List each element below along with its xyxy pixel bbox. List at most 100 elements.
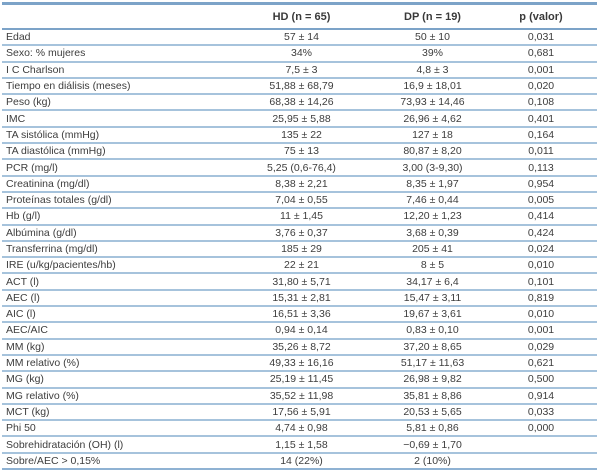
row-label: AIC (l): [6, 308, 36, 321]
row-label: ACT (l): [6, 275, 40, 288]
table-body: Edad 57 ± 14 50 ± 10 0,031 Sexo: % mujer…: [2, 30, 597, 468]
row-value-hd: 1,15 ± 1,58: [275, 438, 328, 451]
row-value-dp: 4,8 ± 3: [416, 63, 449, 76]
row-value-p: 0,020: [527, 80, 555, 93]
row-value-p: 0,819: [527, 291, 555, 304]
table-row: MG relativo (%) 35,52 ± 11,98 35,81 ± 8,…: [2, 389, 597, 405]
row-value-hd: 17,56 ± 5,91: [272, 405, 331, 418]
row-value-hd: 0,94 ± 0,14: [275, 324, 328, 337]
row-value-hd: 11 ± 1,45: [280, 210, 323, 223]
table-row: ACT (l) 31,80 ± 5,71 34,17 ± 6,4 0,101: [2, 274, 597, 291]
row-label: Creatinina (mg/dl): [6, 177, 90, 190]
row-label: Sexo: % mujeres: [6, 47, 86, 60]
row-value-p: 0,108: [527, 96, 555, 109]
row-value-dp: 15,47 ± 3,11: [403, 291, 462, 304]
row-value-dp: 26,96 ± 4,62: [403, 112, 462, 125]
table-row: Phi 50 4,74 ± 0,98 5,81 ± 0,86 0,000: [2, 421, 597, 438]
row-label: AEC (l): [6, 291, 40, 304]
row-value-p: 0,164: [527, 128, 555, 141]
table-row: Albúmina (g/dl) 3,76 ± 0,37 3,68 ± 0,39 …: [2, 226, 597, 242]
row-value-hd: 4,74 ± 0,98: [275, 422, 328, 435]
row-value-hd: 68,38 ± 14,26: [269, 96, 334, 109]
row-label: Tiempo en diálisis (meses): [6, 80, 131, 93]
row-value-hd: 7,5 ± 3: [285, 63, 318, 76]
row-label: TA diastólica (mmHg): [6, 145, 106, 158]
table-row: AIC (l) 16,51 ± 3,36 19,67 ± 3,61 0,010: [2, 307, 597, 324]
row-value-p: 0,113: [528, 161, 554, 174]
row-value-hd: 15,31 ± 2,81: [272, 291, 331, 304]
row-value-dp: 39%: [421, 47, 443, 60]
row-label: TA sistólica (mmHg): [6, 128, 100, 141]
table-row: Edad 57 ± 14 50 ± 10 0,031: [2, 30, 597, 47]
row-value-hd: 34%: [290, 47, 312, 60]
row-value-dp: 3,68 ± 0,39: [406, 226, 459, 239]
row-value-p: 0,424: [527, 226, 555, 239]
column-header-p-value: p (valor): [519, 10, 563, 23]
row-value-p: 0,005: [527, 194, 555, 207]
row-value-p: 0,000: [527, 422, 555, 435]
row-label: IRE (u/kg/pacientes/hb): [6, 259, 116, 272]
table-row: MM relativo (%) 49,33 ± 16,16 51,17 ± 11…: [2, 356, 597, 373]
table-row: AEC (l) 15,31 ± 2,81 15,47 ± 3,11 0,819: [2, 291, 597, 308]
row-value-dp: 51,17 ± 11,63: [400, 357, 465, 370]
table-row: TA sistólica (mmHg) 135 ± 22 127 ± 18 0,…: [2, 128, 597, 145]
table-row: Peso (kg) 68,38 ± 14,26 73,93 ± 14,46 0,…: [2, 95, 597, 112]
row-value-hd: 7,04 ± 0,55: [275, 194, 328, 207]
row-label: Edad: [6, 31, 31, 44]
row-value-hd: 31,80 ± 5,71: [272, 275, 331, 288]
table-row: Hb (g/l) 11 ± 1,45 12,20 ± 1,23 0,414: [2, 209, 597, 226]
row-value-p: 0,621: [527, 357, 555, 370]
row-value-dp: 12,20 ± 1,23: [403, 210, 462, 223]
row-value-dp: 3,00 (3-9,30): [402, 161, 463, 174]
row-value-hd: 135 ± 22: [281, 128, 322, 141]
row-value-hd: 75 ± 13: [284, 145, 319, 158]
row-value-hd: 14 (22%): [280, 454, 323, 467]
table-row: Sobrehidratación (OH) (l) 1,15 ± 1,58 −0…: [2, 437, 597, 454]
row-label: Transferrina (mg/dl): [6, 243, 98, 255]
row-value-p: 0,011: [528, 145, 554, 158]
row-value-hd: 49,33 ± 16,16: [269, 357, 334, 370]
table-row: Sexo: % mujeres 34% 39% 0,681: [2, 46, 597, 63]
row-label: MG relativo (%): [6, 389, 79, 402]
row-value-dp: 35,81 ± 8,86: [403, 389, 462, 402]
row-label: Peso (kg): [6, 96, 51, 109]
row-value-dp: 8,35 ± 1,97: [406, 177, 459, 190]
row-value-p: 0,001: [527, 324, 555, 337]
row-value-hd: 8,38 ± 2,21: [275, 177, 328, 190]
row-label: IMC: [6, 112, 26, 125]
row-label: Sobrehidratación (OH) (l): [6, 438, 124, 451]
row-label: Sobre/AEC > 0,15%: [6, 454, 101, 467]
row-value-dp: 8 ± 5: [420, 259, 445, 272]
row-value-dp: 127 ± 18: [412, 128, 453, 141]
row-value-hd: 25,95 ± 5,88: [272, 112, 331, 125]
row-value-dp: 5,81 ± 0,86: [406, 422, 459, 435]
row-value-hd: 51,88 ± 68,79: [269, 80, 334, 93]
row-value-dp: 16,9 ± 18,01: [403, 80, 462, 93]
table-row: Creatinina (mg/dl) 8,38 ± 2,21 8,35 ± 1,…: [2, 177, 597, 193]
row-label: Phi 50: [6, 422, 36, 435]
row-label: MM relativo (%): [6, 357, 80, 370]
row-value-p: 0,954: [527, 177, 555, 190]
row-label: MCT (kg): [6, 405, 50, 418]
row-label: MM (kg): [6, 340, 45, 353]
row-value-dp: 50 ± 10: [415, 31, 450, 44]
row-value-dp: 73,93 ± 14,46: [400, 96, 465, 109]
row-value-p: 0,029: [527, 340, 555, 353]
row-value-p: 0,914: [527, 389, 555, 402]
row-value-p: 0,010: [527, 308, 555, 321]
row-value-hd: 57 ± 14: [284, 31, 319, 44]
row-value-hd: 35,52 ± 11,98: [269, 389, 334, 402]
row-value-hd: 16,51 ± 3,36: [272, 308, 331, 321]
row-value-dp: 7,46 ± 0,44: [406, 194, 459, 207]
row-value-hd: 185 ± 29: [281, 243, 322, 255]
row-value-dp: 37,20 ± 8,65: [403, 340, 462, 353]
table-row: MG (kg) 25,19 ± 11,45 26,98 ± 9,82 0,500: [2, 372, 597, 389]
row-value-dp: 34,17 ± 6,4: [406, 275, 459, 288]
table-row: IRE (u/kg/pacientes/hb) 22 ± 21 8 ± 5 0,…: [2, 258, 597, 275]
row-value-p: 0,500: [527, 373, 555, 386]
column-header-hd: HD (n = 65): [272, 10, 331, 23]
row-value-p: 0,101: [527, 275, 555, 288]
table-row: Sobre/AEC > 0,15% 14 (22%) 2 (10%): [2, 454, 597, 468]
row-value-dp: 205 ± 41: [412, 243, 453, 255]
